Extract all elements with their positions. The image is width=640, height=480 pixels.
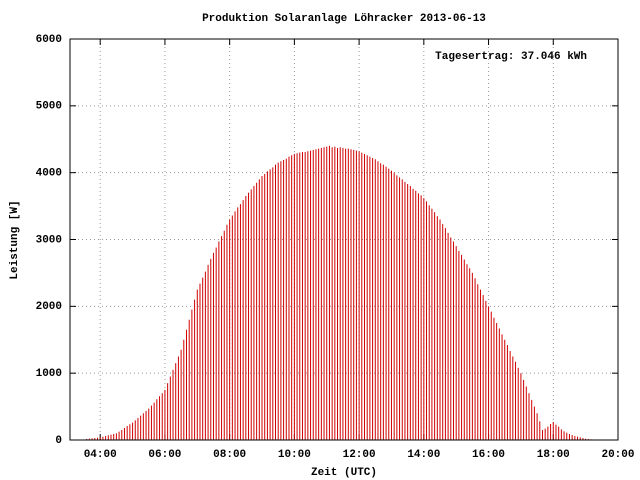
x-tick-label: 10:00 [278, 449, 311, 461]
y-tick-label: 1000 [36, 368, 62, 380]
x-tick-label: 12:00 [343, 449, 376, 461]
y-tick-label: 0 [55, 435, 62, 447]
y-tick-label: 4000 [36, 168, 62, 180]
y-tick-label: 3000 [36, 234, 62, 246]
y-axis-label: Leistung [W] [9, 200, 21, 279]
x-axis-label: Zeit (UTC) [311, 467, 377, 479]
x-tick-label: 20:00 [601, 449, 634, 461]
plot-border [69, 38, 619, 441]
x-tick-label: 08:00 [213, 449, 246, 461]
x-tick-label: 14:00 [407, 449, 440, 461]
x-tick-label: 04:00 [84, 449, 117, 461]
y-tick-label: 5000 [36, 101, 62, 113]
y-tick-label: 6000 [36, 34, 62, 46]
y-tick-label: 2000 [36, 301, 62, 313]
x-tick-label: 18:00 [537, 449, 570, 461]
x-tick-label: 06:00 [148, 449, 181, 461]
chart-title: Produktion Solaranlage Löhracker 2013-06… [202, 13, 486, 25]
annotation: Tagesertrag: 37.046 kWh [435, 51, 587, 63]
x-tick-label: 16:00 [472, 449, 505, 461]
